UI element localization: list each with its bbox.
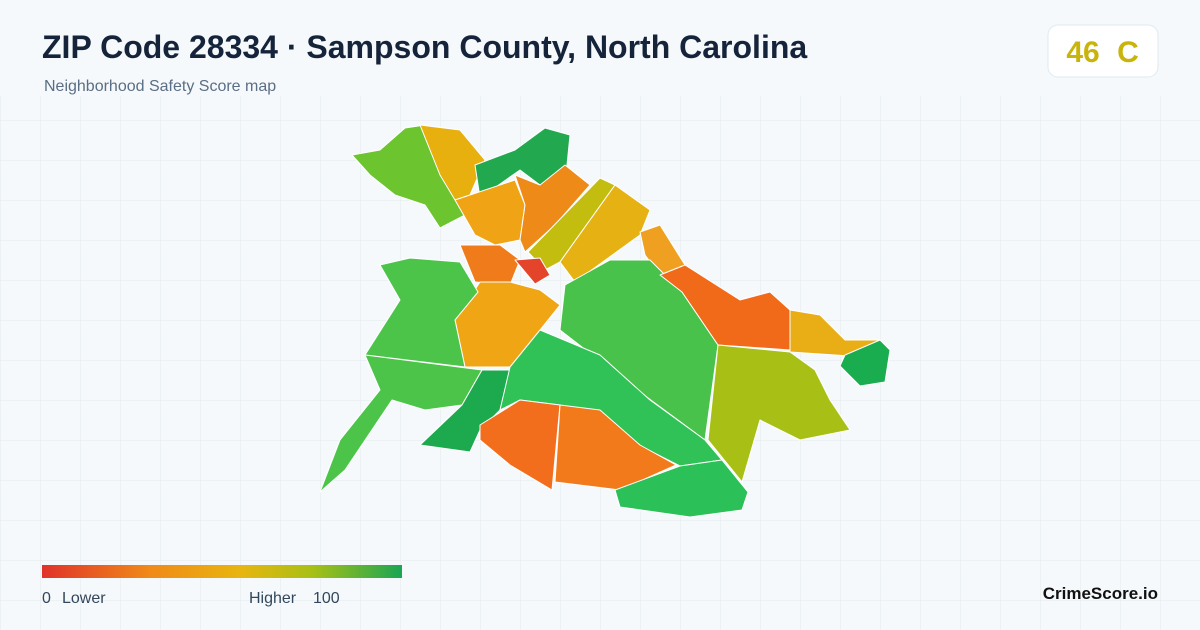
area: [514, 257, 551, 285]
area: [454, 179, 526, 246]
area: [559, 184, 651, 283]
area: [707, 344, 851, 483]
score-badge: [1047, 24, 1159, 78]
area: [839, 339, 891, 387]
title: ZIP Code 28334 · Sampson County, North C…: [42, 29, 807, 65]
score-grade: C: [1117, 36, 1139, 69]
zip-map: [319, 124, 891, 518]
area: [459, 244, 521, 286]
area: [614, 459, 749, 518]
area: [554, 404, 677, 491]
area: [479, 399, 561, 491]
legend-min-label: Lower: [62, 590, 106, 607]
brand: CrimeScore.io: [1043, 584, 1158, 603]
legend-gradient: [42, 565, 402, 578]
legend-max: 100: [313, 590, 340, 607]
area: [364, 257, 479, 368]
subtitle: Neighborhood Safety Score map: [44, 78, 276, 95]
legend-max-label: Higher: [249, 590, 297, 607]
score-value: 46: [1066, 36, 1099, 69]
legend-min: 0: [42, 590, 51, 607]
